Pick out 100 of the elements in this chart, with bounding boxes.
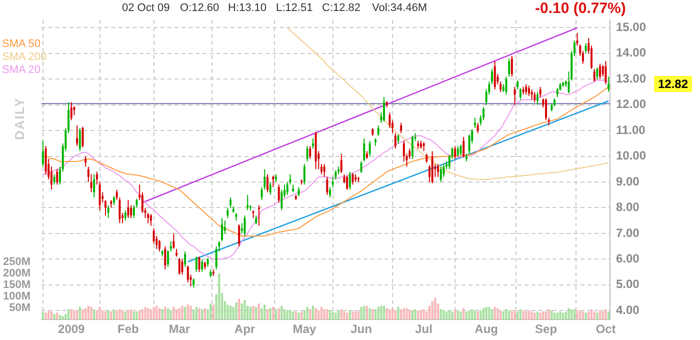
- x-tick-label: Jun: [350, 322, 372, 336]
- bar: [116, 310, 118, 320]
- bar: [516, 312, 519, 320]
- bar: [411, 310, 414, 320]
- bar: [272, 306, 274, 320]
- bar: [530, 312, 533, 320]
- candlestick: [596, 67, 598, 80]
- candlestick: [150, 214, 152, 226]
- bar: [158, 308, 161, 320]
- bar: [152, 306, 155, 320]
- bar: [289, 310, 292, 320]
- bar: [414, 309, 416, 320]
- bar: [264, 304, 266, 320]
- candlestick: [246, 194, 249, 211]
- candlestick: [70, 102, 72, 121]
- bar: [354, 310, 357, 320]
- candlestick: [519, 88, 522, 100]
- bar: [602, 312, 604, 320]
- chart-title: 02 Oct 09: [122, 2, 170, 14]
- bar: [340, 309, 342, 320]
- y2-tick-label: 100M: [2, 290, 31, 303]
- bar: [448, 310, 450, 320]
- candlestick: [76, 124, 78, 147]
- bar: [136, 312, 138, 320]
- bar: [141, 309, 144, 320]
- bar: [124, 312, 126, 320]
- bar: [440, 309, 442, 320]
- candlestick: [178, 257, 180, 276]
- bar: [388, 309, 391, 320]
- bar: [274, 309, 278, 320]
- bar: [568, 308, 570, 320]
- candlestick: [298, 186, 300, 197]
- candlestick: [172, 232, 175, 250]
- candlestick: [42, 140, 44, 168]
- candlestick: [348, 171, 351, 190]
- candlestick: [608, 76, 610, 92]
- y2-tick-label: 250M: [2, 256, 31, 268]
- bar: [406, 308, 408, 320]
- bar: [536, 312, 539, 320]
- bar: [462, 308, 465, 320]
- bar: [553, 312, 556, 320]
- candlestick: [84, 156, 87, 168]
- candlestick: [127, 200, 130, 219]
- bar: [522, 310, 524, 320]
- bar: [198, 308, 200, 320]
- bar: [328, 310, 332, 320]
- bar: [255, 306, 258, 320]
- bar: [397, 306, 400, 320]
- candlestick: [505, 76, 508, 96]
- bar: [175, 309, 178, 320]
- candlestick: [545, 98, 548, 121]
- candlestick: [593, 68, 596, 82]
- bar: [528, 310, 530, 320]
- candlestick: [329, 186, 331, 198]
- candlestick: [107, 204, 110, 219]
- bar: [482, 308, 485, 320]
- candlestick: [388, 112, 391, 129]
- bar: [352, 312, 354, 320]
- bar: [434, 298, 436, 320]
- bar: [192, 309, 195, 320]
- bar: [172, 306, 175, 320]
- bar: [238, 298, 240, 320]
- bar: [363, 306, 366, 320]
- bar: [314, 308, 317, 320]
- bar: [107, 310, 110, 320]
- bar: [382, 306, 386, 320]
- bar: [357, 312, 360, 320]
- candlestick: [468, 134, 470, 154]
- candlestick: [230, 196, 232, 208]
- candlestick: [437, 164, 440, 178]
- bar: [420, 310, 422, 320]
- bar: [476, 312, 479, 320]
- bar: [294, 312, 297, 320]
- bar: [465, 312, 468, 320]
- bar: [104, 312, 107, 320]
- bar: [326, 309, 328, 320]
- y-tick-label: 5.00: [616, 277, 640, 292]
- bar: [607, 312, 610, 320]
- bar: [44, 312, 47, 320]
- bar: [480, 310, 482, 320]
- candlestick: [186, 265, 189, 283]
- y2-tick-label: 200M: [2, 268, 31, 280]
- x-tick-label: Apr: [234, 322, 256, 336]
- candlestick: [508, 58, 510, 78]
- bar: [93, 309, 96, 320]
- bar: [235, 302, 238, 320]
- bar: [584, 312, 587, 320]
- bar: [96, 310, 98, 320]
- bar: [343, 312, 346, 320]
- bar: [454, 309, 456, 320]
- bar: [300, 312, 303, 320]
- x-tick-label: Mar: [168, 322, 190, 336]
- candlestick: [167, 250, 169, 268]
- bar: [417, 310, 420, 320]
- bar: [372, 309, 374, 320]
- bar: [178, 308, 180, 320]
- bar: [598, 310, 602, 320]
- candlestick: [255, 214, 258, 225]
- candlestick: [377, 124, 380, 136]
- bar: [593, 312, 596, 320]
